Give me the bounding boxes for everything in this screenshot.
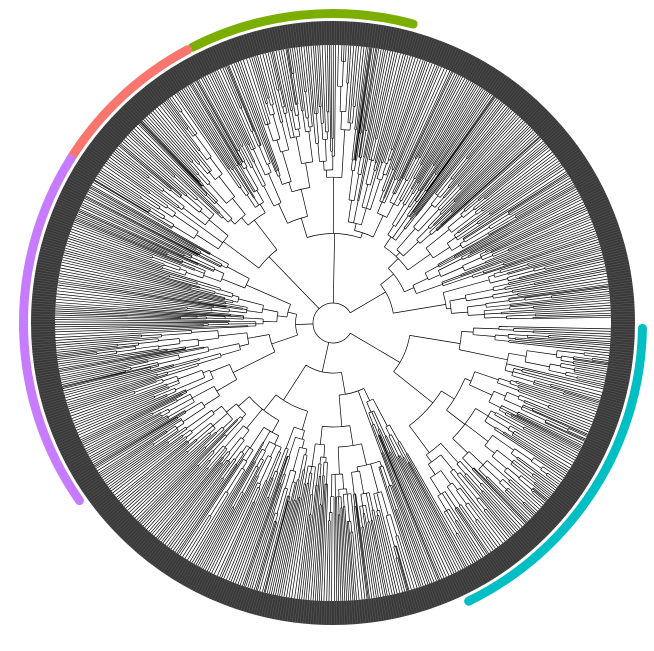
clade-bands xyxy=(19,9,647,606)
tip-ring-base xyxy=(31,21,635,625)
tip-label-ring xyxy=(30,20,636,626)
clade-band-3 xyxy=(19,154,84,506)
branch-lines xyxy=(54,44,611,602)
clade-band-1 xyxy=(187,9,418,52)
clade-band-2 xyxy=(66,45,193,164)
tree-branches xyxy=(54,44,611,602)
clade-band-4 xyxy=(464,323,647,606)
tip-label-ticks xyxy=(30,20,636,626)
